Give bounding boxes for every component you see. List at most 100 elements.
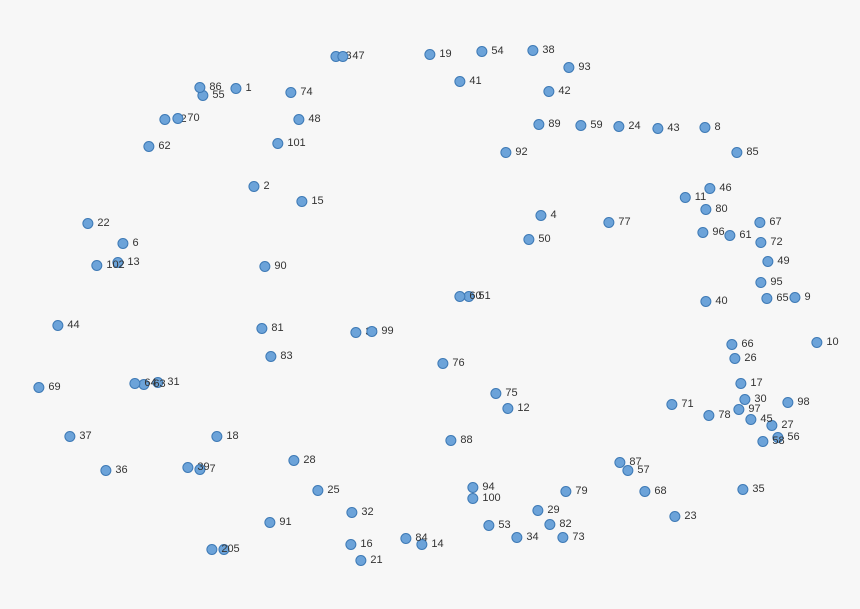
dot-icon <box>483 520 494 531</box>
point-81: 81 <box>256 322 283 334</box>
point-74: 74 <box>285 86 312 98</box>
point-label: 58 <box>772 435 784 447</box>
point-30: 30 <box>739 393 766 405</box>
dot-icon <box>437 358 448 369</box>
point-10: 10 <box>811 336 838 348</box>
dot-icon <box>563 62 574 73</box>
dot-icon <box>230 83 241 94</box>
point-label: 35 <box>752 483 764 495</box>
point-96: 96 <box>697 226 724 238</box>
dot-icon <box>312 485 323 496</box>
point-label: 75 <box>505 387 517 399</box>
point-label: 93 <box>578 61 590 73</box>
point-label: 41 <box>469 75 481 87</box>
dot-icon <box>666 399 677 410</box>
dot-icon <box>652 123 663 134</box>
point-label: 23 <box>684 510 696 522</box>
point-79: 79 <box>560 485 587 497</box>
dot-icon <box>614 457 625 468</box>
point-70: 70 <box>172 112 199 124</box>
dot-icon <box>502 403 513 414</box>
point-17: 17 <box>735 377 762 389</box>
point-20: 20 <box>206 543 233 555</box>
dot-icon <box>737 484 748 495</box>
point-85: 85 <box>731 146 758 158</box>
point-label: 40 <box>715 295 727 307</box>
point-38: 38 <box>527 44 554 56</box>
point-label: 65 <box>776 292 788 304</box>
point-label: 99 <box>381 325 393 337</box>
point-76: 76 <box>437 357 464 369</box>
point-label: 62 <box>158 140 170 152</box>
point-77: 77 <box>603 216 630 228</box>
point-label: 5 <box>233 543 239 555</box>
dot-icon <box>755 277 766 288</box>
point-32: 32 <box>346 506 373 518</box>
dot-icon <box>697 227 708 238</box>
point-label: 14 <box>431 538 443 550</box>
dot-icon <box>293 114 304 125</box>
point-29: 29 <box>532 504 559 516</box>
point-28: 28 <box>288 454 315 466</box>
point-label: 72 <box>770 236 782 248</box>
dot-icon <box>535 210 546 221</box>
dot-icon <box>543 86 554 97</box>
dot-icon <box>346 507 357 518</box>
point-label: 47 <box>352 50 364 62</box>
point-55: 55 <box>197 89 224 101</box>
dot-icon <box>264 517 275 528</box>
point-75: 75 <box>490 387 517 399</box>
point-52: 52 <box>159 113 186 125</box>
point-48: 48 <box>293 113 320 125</box>
point-33: 33 <box>350 326 377 338</box>
point-label: 57 <box>637 464 649 476</box>
point-3: 3 <box>330 50 351 62</box>
point-label: 83 <box>280 350 292 362</box>
point-41: 41 <box>454 75 481 87</box>
point-label: 77 <box>618 216 630 228</box>
point-84: 84 <box>400 532 427 544</box>
point-15: 15 <box>296 195 323 207</box>
point-21: 21 <box>355 554 382 566</box>
point-13: 13 <box>112 256 139 268</box>
point-24: 24 <box>613 120 640 132</box>
dot-icon <box>272 138 283 149</box>
point-56: 56 <box>772 431 799 443</box>
point-label: 6 <box>132 237 138 249</box>
point-86: 86 <box>194 81 221 93</box>
dot-icon <box>256 323 267 334</box>
dot-icon <box>622 465 633 476</box>
point-label: 81 <box>271 322 283 334</box>
point-63: 63 <box>138 378 165 390</box>
point-label: 85 <box>746 146 758 158</box>
point-label: 92 <box>515 146 527 158</box>
point-58: 58 <box>757 435 784 447</box>
point-92: 92 <box>500 146 527 158</box>
dot-icon <box>575 120 586 131</box>
dot-icon <box>248 181 259 192</box>
dot-icon <box>766 420 777 431</box>
point-34: 34 <box>511 531 538 543</box>
point-27: 27 <box>766 419 793 431</box>
dot-icon <box>445 435 456 446</box>
point-36: 36 <box>100 464 127 476</box>
point-35: 35 <box>737 483 764 495</box>
dot-icon <box>476 46 487 57</box>
dot-icon <box>726 339 737 350</box>
dot-icon <box>454 291 465 302</box>
point-label: 60 <box>469 290 481 302</box>
point-label: 34 <box>526 531 538 543</box>
point-71: 71 <box>666 398 693 410</box>
point-label: 94 <box>482 481 494 493</box>
dot-icon <box>211 431 222 442</box>
dot-icon <box>82 218 93 229</box>
point-label: 33 <box>365 326 377 338</box>
point-label: 86 <box>209 81 221 93</box>
dot-icon <box>557 532 568 543</box>
dot-icon <box>789 292 800 303</box>
point-19: 19 <box>424 48 451 60</box>
dot-icon <box>197 90 208 101</box>
point-64: 64 <box>129 377 156 389</box>
dot-icon <box>159 114 170 125</box>
dot-icon <box>467 493 478 504</box>
